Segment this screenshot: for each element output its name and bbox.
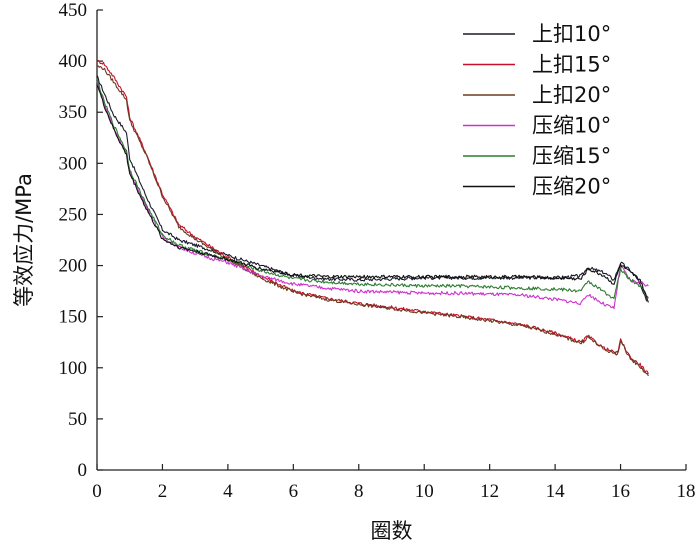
x-tick-label: 18 xyxy=(677,481,696,502)
series-lines xyxy=(96,59,649,377)
x-tick-label: 10 xyxy=(415,481,434,502)
y-tick-label: 250 xyxy=(59,204,88,225)
x-axis-title: 圈数 xyxy=(371,519,413,543)
y-tick-label: 100 xyxy=(59,358,88,379)
y-axis-title: 等效应力/MPa xyxy=(12,173,36,307)
y-tick-label: 350 xyxy=(59,102,88,123)
y-tick-label: 0 xyxy=(78,460,88,481)
y-tick-label: 50 xyxy=(68,409,87,430)
series-line-1 xyxy=(96,74,648,302)
legend-label: 上扣10° xyxy=(532,22,611,46)
x-tick-label: 8 xyxy=(354,481,364,502)
y-tick-label: 450 xyxy=(59,0,88,21)
y-tick-label: 300 xyxy=(59,153,88,174)
series-line-5 xyxy=(96,78,649,300)
y-tick-label: 150 xyxy=(59,307,88,328)
legend-label: 压缩15° xyxy=(532,144,611,168)
series-line-2 xyxy=(96,59,649,375)
x-tick-label: 4 xyxy=(223,481,233,502)
legend: 上扣10° 上扣15° 上扣20° 压缩10° 压缩15° 压缩20° xyxy=(463,22,611,199)
x-tick-label: 6 xyxy=(289,481,299,502)
x-tick-label: 2 xyxy=(158,481,168,502)
x-tick-label: 16 xyxy=(611,481,630,502)
series-line-3 xyxy=(96,65,649,377)
x-tick-label: 12 xyxy=(480,481,499,502)
axes: 0 50 100 150 200 250 300 350 400 450 0 2 4 6 8 10 12 14 16… xyxy=(12,0,696,543)
legend-label: 压缩10° xyxy=(532,114,611,138)
series-line-6 xyxy=(96,84,649,303)
legend-label: 上扣20° xyxy=(532,83,611,107)
y-tick-label: 200 xyxy=(59,256,88,277)
x-tick-label: 14 xyxy=(546,481,566,502)
y-tick-label: 400 xyxy=(59,51,88,72)
legend-label: 上扣15° xyxy=(532,53,611,77)
series-line-4 xyxy=(96,81,649,310)
x-tick-label: 0 xyxy=(92,481,102,502)
legend-label: 压缩20° xyxy=(532,175,611,199)
